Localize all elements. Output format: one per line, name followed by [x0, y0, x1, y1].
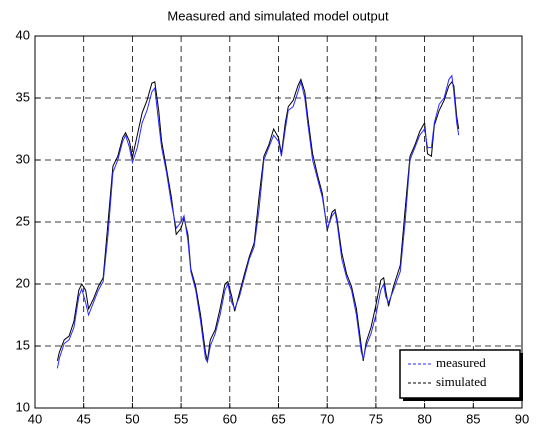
line-series	[56, 78, 460, 361]
y-tick-label: 40	[16, 27, 30, 42]
x-tick-label: 85	[466, 411, 480, 426]
y-tick-label: 30	[16, 151, 30, 166]
x-tick-label: 40	[28, 411, 42, 426]
x-tick-label: 65	[271, 411, 285, 426]
x-tick-label: 45	[76, 411, 90, 426]
y-tick-label: 20	[16, 275, 30, 290]
plot-frame	[34, 35, 523, 409]
y-tick-label: 10	[16, 399, 30, 414]
x-tick-label: 50	[125, 411, 139, 426]
x-tick-label: 80	[417, 411, 431, 426]
x-tick-label: 60	[223, 411, 237, 426]
x-tick-label: 75	[369, 411, 383, 426]
y-tick-label: 15	[16, 337, 30, 352]
x-tick-label: 90	[515, 411, 529, 426]
legend-box	[399, 349, 521, 399]
legend-label: measured	[436, 355, 486, 370]
y-tick-label: 35	[16, 89, 30, 104]
x-tick-label: 55	[174, 411, 188, 426]
line-series	[56, 74, 460, 369]
chart-title: Measured and simulated model output	[167, 8, 389, 23]
x-tick-label: 70	[320, 411, 334, 426]
legend-label: simulated	[436, 374, 487, 389]
y-tick-label: 25	[16, 213, 30, 228]
